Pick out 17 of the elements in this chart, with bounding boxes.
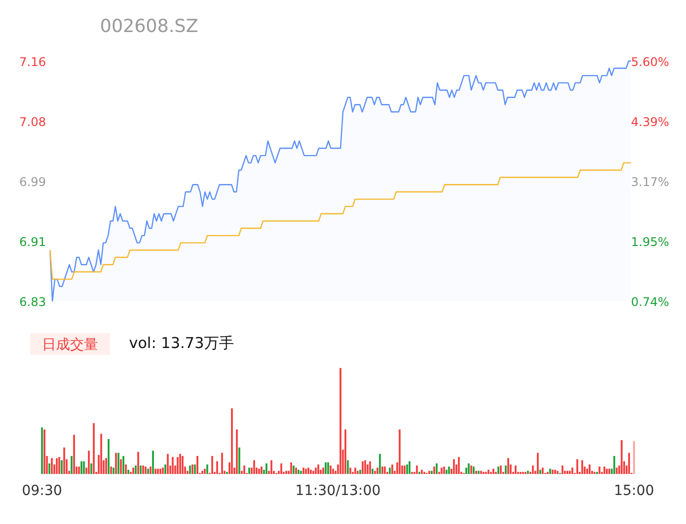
y-tick-label: 6.91: [19, 235, 46, 249]
chart-title: 002608.SZ: [100, 16, 198, 37]
y2-tick-label: 4.39%: [631, 115, 670, 129]
y2-tick-label: 1.95%: [631, 235, 670, 249]
y-tick-label: 7.08: [19, 115, 46, 129]
y2-tick-label: 3.17%: [631, 175, 670, 189]
x-tick-label: 15:00: [614, 483, 654, 499]
y-tick-label: 6.83: [19, 295, 46, 309]
y-tick-label: 6.99: [19, 175, 46, 189]
x-tick-label: 11:30/13:00: [295, 483, 381, 499]
y2-tick-label: 0.74%: [631, 295, 670, 309]
y2-tick-label: 5.60%: [631, 55, 670, 69]
chart-subtitle: vol: 13.73万手: [129, 334, 234, 352]
y-tick-label: 7.16: [19, 55, 46, 69]
chart-title: 日成交量: [42, 337, 98, 353]
x-tick-label: 09:30: [22, 483, 62, 499]
line-series: [49, 162, 632, 280]
